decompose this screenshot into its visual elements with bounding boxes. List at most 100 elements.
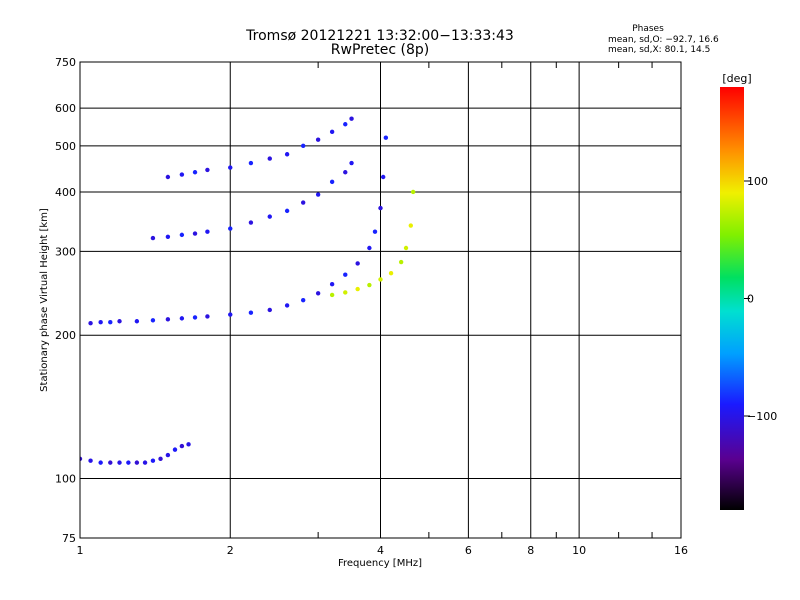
- data-point: [88, 458, 93, 463]
- data-point: [343, 272, 348, 277]
- grid: [80, 62, 681, 538]
- chart-subtitle: RwPretec (8p): [331, 42, 429, 58]
- data-point: [117, 460, 122, 465]
- data-point: [267, 156, 272, 161]
- data-point: [205, 314, 210, 319]
- chart-title: Tromsø 20121221 13:32:00−13:33:43: [245, 28, 514, 44]
- data-point: [98, 460, 103, 465]
- data-point: [315, 192, 321, 197]
- data-point: [179, 172, 185, 177]
- data-point: [398, 259, 404, 265]
- data-point: [186, 442, 191, 447]
- y-tick-label: 750: [55, 56, 76, 69]
- data-point: [315, 137, 321, 142]
- data-point: [329, 282, 335, 287]
- data-point: [300, 297, 306, 303]
- y-tick-label: 100: [55, 473, 76, 486]
- y-tick-label: 300: [55, 245, 76, 258]
- data-point: [284, 208, 290, 214]
- data-point: [408, 223, 413, 228]
- colorbar-tick-label: −100: [747, 410, 777, 423]
- data-point: [300, 200, 306, 205]
- data-point: [355, 261, 360, 266]
- data-point: [383, 135, 389, 140]
- data-point: [126, 460, 131, 465]
- x-tick-label: 4: [377, 544, 384, 557]
- data-point: [165, 317, 171, 322]
- data-point: [117, 319, 122, 324]
- data-point: [150, 318, 156, 323]
- data-point: [165, 452, 171, 458]
- x-axis-ticks: 1 2 4 6 8 10 16: [77, 62, 688, 557]
- data-points: [80, 116, 416, 465]
- x-tick-label: 16: [674, 544, 688, 557]
- data-point: [108, 460, 113, 465]
- legend: Phases mean, sd,O: −92.7, 16.6 mean, sd,…: [608, 24, 719, 55]
- data-point: [98, 320, 103, 325]
- colorbar-ticks: 100 0 −100: [744, 175, 777, 423]
- data-point: [134, 460, 140, 465]
- data-point: [179, 232, 185, 238]
- data-point: [300, 143, 306, 149]
- data-point: [228, 165, 233, 170]
- x-tick-label: 1: [77, 544, 84, 557]
- colorbar-label: [deg]: [722, 72, 751, 85]
- colorbar-ramp: [720, 87, 744, 510]
- colorbar-tick-label: 0: [747, 293, 754, 306]
- data-point: [410, 189, 416, 195]
- data-point: [349, 160, 354, 166]
- data-point: [179, 316, 185, 321]
- data-point: [378, 277, 383, 282]
- data-point: [329, 129, 335, 135]
- data-point: [134, 319, 140, 324]
- y-tick-label: 75: [62, 532, 76, 545]
- y-axis-label: Stationary phase Virtual Height [km]: [39, 208, 50, 392]
- data-point: [403, 245, 409, 251]
- y-tick-label: 500: [55, 140, 76, 153]
- data-point: [192, 170, 198, 175]
- data-point: [355, 286, 360, 292]
- data-point: [150, 458, 156, 463]
- data-point: [284, 152, 290, 157]
- legend-x-stats: mean, sd,X: 80.1, 14.5: [608, 45, 710, 55]
- data-point: [165, 174, 171, 180]
- y-axis-ticks: 75 100 200 300 400 500 600 750: [55, 56, 76, 545]
- data-point: [192, 315, 198, 320]
- x-axis-label: Frequency [MHz]: [338, 558, 422, 569]
- y-tick-label: 200: [55, 329, 76, 342]
- data-point: [228, 226, 233, 231]
- data-point: [165, 234, 171, 239]
- data-point: [267, 214, 272, 219]
- data-point: [142, 460, 148, 465]
- data-point: [378, 205, 383, 211]
- data-point: [88, 320, 93, 326]
- y-tick-label: 600: [55, 102, 76, 115]
- x-tick-label: 8: [527, 544, 534, 557]
- data-point: [380, 174, 386, 180]
- data-point: [329, 292, 335, 298]
- data-point: [192, 231, 198, 236]
- data-point: [179, 443, 185, 449]
- data-point: [329, 179, 335, 185]
- data-point: [343, 170, 348, 175]
- data-point: [367, 282, 372, 288]
- data-point: [284, 303, 290, 308]
- data-point: [205, 229, 210, 234]
- data-point: [349, 116, 354, 121]
- y-tick-label: 400: [55, 186, 76, 199]
- colorbar: [deg] 100 0 −100: [720, 72, 777, 510]
- data-point: [248, 220, 254, 225]
- data-point: [80, 456, 83, 462]
- data-point: [367, 245, 372, 251]
- data-point: [172, 447, 178, 452]
- x-tick-label: 10: [572, 544, 586, 557]
- x-tick-label: 2: [227, 544, 234, 557]
- data-point: [372, 229, 378, 234]
- data-point: [228, 312, 233, 317]
- legend-o-stats: mean, sd,O: −92.7, 16.6: [608, 35, 719, 45]
- data-point: [267, 307, 272, 313]
- data-point: [205, 167, 210, 173]
- x-tick-label: 6: [465, 544, 472, 557]
- colorbar-tick-label: 100: [747, 175, 768, 188]
